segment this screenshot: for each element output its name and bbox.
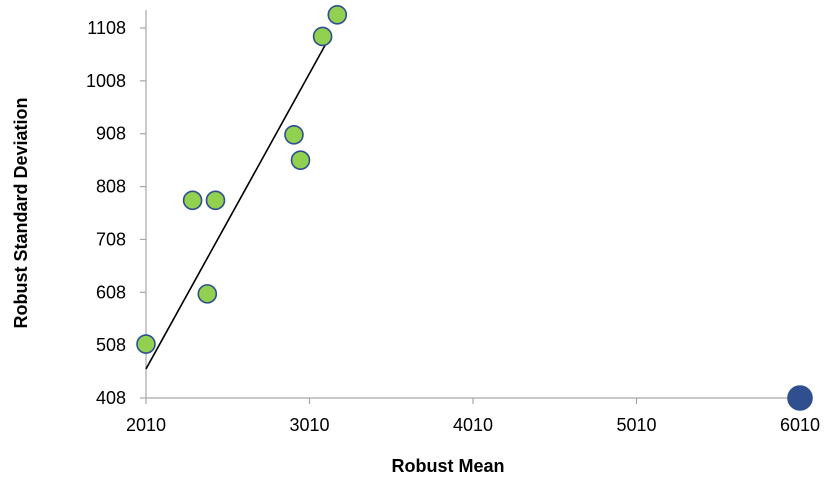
y-axis-title: Robust Standard Deviation xyxy=(11,97,31,328)
data-point xyxy=(136,334,156,354)
tick-labels: 408 508 608 708 808 908 1008 1108 2010 3010 4010 50… xyxy=(86,18,820,435)
y-tick-label: 408 xyxy=(96,388,126,408)
data-point xyxy=(290,150,311,170)
outlier-point xyxy=(787,385,813,411)
y-tick-label: 1008 xyxy=(86,71,126,91)
trendline-layer xyxy=(145,43,327,370)
trendline xyxy=(145,43,327,370)
data-point xyxy=(327,4,348,25)
x-axis-title: Robust Mean xyxy=(391,456,504,476)
y-tick-label: 708 xyxy=(96,229,126,249)
x-tick-label: 3010 xyxy=(289,415,329,435)
x-tick-label: 4010 xyxy=(453,415,493,435)
data-point xyxy=(205,190,226,211)
data-point xyxy=(284,124,304,145)
y-tick-label: 1108 xyxy=(87,18,126,38)
x-tick-label: 6010 xyxy=(780,415,820,435)
y-tick-label: 508 xyxy=(96,335,126,355)
y-tick-label: 908 xyxy=(96,124,126,144)
data-points xyxy=(136,4,813,411)
tick-marks xyxy=(140,27,801,404)
data-point xyxy=(197,284,218,304)
data-point xyxy=(182,190,203,211)
y-tick-label: 608 xyxy=(96,282,126,302)
x-tick-label: 5010 xyxy=(616,415,656,435)
y-tick-label: 808 xyxy=(96,177,126,197)
x-tick-label: 2010 xyxy=(126,415,166,435)
axes xyxy=(145,10,800,399)
data-point xyxy=(312,26,333,47)
